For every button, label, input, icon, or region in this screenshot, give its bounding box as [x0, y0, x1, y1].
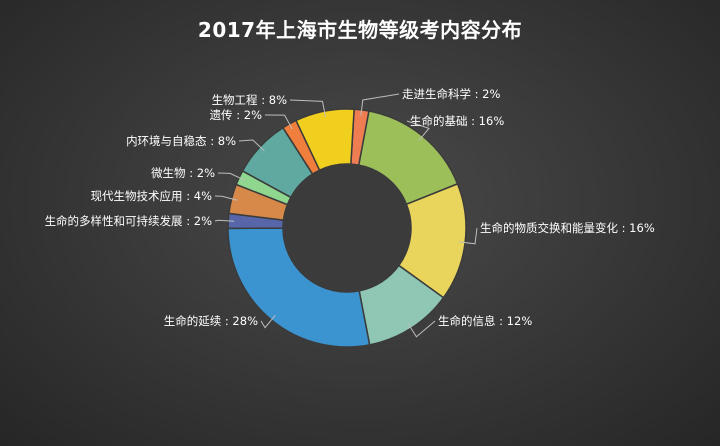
leader-line-5	[214, 219, 235, 222]
leader-line-1	[406, 120, 430, 142]
slice-label-9: 遗传 : 2%	[210, 108, 263, 122]
chart-title: 2017年上海市生物等级考内容分布	[197, 18, 523, 42]
leader-line-0	[360, 93, 400, 116]
slice-label-7: 微生物 : 2%	[151, 166, 215, 180]
slice-label-2: 生命的物质交换和能量变化 : 16%	[480, 221, 655, 235]
slice-label-10: 生物工程 : 8%	[212, 93, 288, 107]
slice-label-8: 内环境与自稳态 : 8%	[126, 134, 236, 148]
slice-label-1: 生命的基础 : 16%	[410, 114, 504, 128]
leader-line-7	[217, 172, 245, 181]
slice-label-3: 生命的信息 : 12%	[438, 314, 532, 328]
donut-hole	[283, 164, 411, 292]
leader-line-8	[238, 139, 265, 152]
slice-label-4: 生命的延续 : 28%	[164, 314, 258, 328]
leader-line-6	[214, 195, 238, 201]
slice-label-0: 走进生命科学 : 2%	[402, 87, 501, 101]
leader-line-10	[289, 99, 327, 118]
leader-line-4	[260, 314, 276, 329]
leader-line-3	[407, 320, 436, 338]
leader-line-9	[264, 114, 293, 130]
slice-10	[295, 108, 355, 172]
leader-line-2	[459, 227, 478, 245]
slice-label-5: 生命的多样性和可持续发展 : 2%	[45, 214, 213, 228]
slice-label-6: 现代生物技术应用 : 4%	[91, 189, 213, 203]
